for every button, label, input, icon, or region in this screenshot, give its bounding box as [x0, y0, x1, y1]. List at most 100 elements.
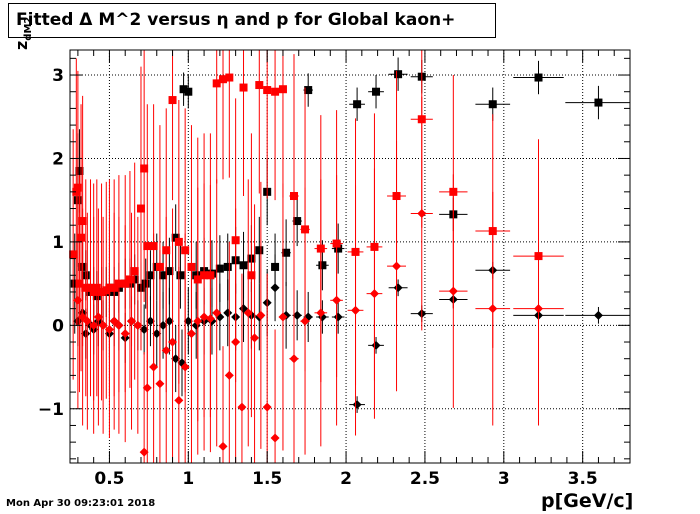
data-point-diamond [333, 312, 343, 322]
data-point-diamond [183, 316, 193, 326]
data-point-diamond [534, 304, 544, 314]
data-point-square [140, 164, 149, 173]
data-point-square [92, 283, 101, 292]
data-point-diamond [223, 308, 233, 318]
data-point-diamond [155, 379, 165, 389]
y-tick-label: 2 [52, 149, 64, 169]
data-point-square [165, 267, 174, 276]
data-point-diamond [98, 320, 108, 330]
data-point-square [239, 261, 248, 270]
chart-title-box: Fitted Δ M^2 versus η and p for Global k… [8, 3, 496, 38]
x-axis-label: p[GeV/c] [541, 490, 634, 512]
data-point-diamond [270, 433, 280, 443]
data-point-diamond [199, 312, 209, 322]
data-point-square [86, 283, 95, 292]
data-point-diamond [127, 316, 137, 326]
data-point-diamond [158, 320, 168, 330]
y-axis-label-sub: dM2 [23, 16, 35, 41]
data-point-diamond [292, 310, 302, 320]
data-point-square [318, 261, 327, 270]
data-point-square [372, 87, 381, 96]
y-tick-label: 1 [52, 233, 64, 253]
data-point-square [168, 96, 177, 105]
data-point-diamond [316, 308, 326, 318]
data-point-diamond [289, 354, 299, 364]
data-point-diamond [205, 314, 215, 324]
data-point-square [534, 73, 543, 82]
data-point-square [146, 271, 155, 280]
data-point-square [136, 204, 145, 213]
data-point-diamond [237, 402, 247, 412]
data-point-square [255, 81, 264, 90]
data-point-diamond [89, 320, 99, 330]
data-point-square [171, 233, 180, 242]
data-point-square [594, 98, 603, 107]
data-point-diamond [149, 362, 159, 372]
data-point-square [130, 267, 139, 276]
data-point-diamond [120, 329, 130, 339]
data-point-diamond [171, 354, 181, 364]
x-tick-label: 1.5 [252, 469, 282, 489]
data-point-square [225, 73, 234, 82]
data-point-diamond [256, 310, 266, 320]
x-tick-label: 2.5 [410, 469, 440, 489]
data-point-square [212, 79, 221, 88]
y-tick-label: 0 [52, 316, 64, 336]
data-point-diamond [270, 283, 280, 293]
data-point-diamond [142, 383, 152, 393]
data-point-square [394, 70, 403, 79]
data-point-diamond [392, 261, 402, 271]
data-point-square [77, 233, 86, 242]
x-tick-label: 2 [340, 469, 352, 489]
data-point-square [73, 183, 82, 192]
data-point-square [278, 85, 287, 94]
x-tick-label: 1 [182, 469, 194, 489]
data-point-square [174, 237, 183, 246]
y-axis-label-main: z [12, 40, 31, 50]
data-point-diamond [218, 441, 228, 451]
chart-series [69, 50, 630, 463]
data-point-diamond [250, 333, 260, 343]
x-tick-label: 0.5 [94, 469, 124, 489]
data-point-diamond [164, 316, 174, 326]
chart-axes [69, 49, 631, 464]
data-point-square [223, 262, 232, 271]
data-point-diamond [224, 370, 234, 380]
data-point-diamond [243, 308, 253, 318]
data-point-square [97, 287, 106, 296]
data-point-diamond [139, 325, 149, 335]
data-point-square [75, 279, 84, 288]
data-point-diamond [186, 329, 196, 339]
y-axis-label: zdM2 [12, 17, 34, 50]
data-point-diamond [352, 400, 362, 410]
data-point-square [125, 275, 134, 284]
data-point-diamond [417, 209, 427, 219]
data-point-square [192, 271, 201, 280]
data-point-square [247, 271, 256, 280]
data-point-diamond [193, 316, 203, 326]
data-point-diamond [145, 316, 155, 326]
data-point-square [282, 248, 291, 257]
data-point-square [184, 87, 193, 96]
x-tick-label: 3.5 [568, 469, 598, 489]
data-point-diamond [93, 312, 103, 322]
data-point-diamond [488, 304, 498, 314]
y-tick-label: 3 [52, 66, 64, 86]
data-point-diamond [371, 340, 381, 350]
data-point-square [75, 166, 84, 175]
data-point-diamond [180, 362, 190, 372]
data-point-square [176, 271, 185, 280]
data-point-diamond [448, 286, 458, 296]
data-point-diamond [133, 320, 143, 330]
x-tick-label: 3 [498, 469, 510, 489]
data-point-diamond [332, 295, 342, 305]
data-point-square [304, 86, 313, 95]
data-point-square [179, 85, 188, 94]
data-point-square [239, 83, 248, 92]
data-point-square [141, 279, 150, 288]
data-point-diamond [168, 337, 178, 347]
data-point-diamond [300, 316, 310, 326]
data-point-square [353, 100, 362, 109]
data-point-square [69, 250, 78, 259]
